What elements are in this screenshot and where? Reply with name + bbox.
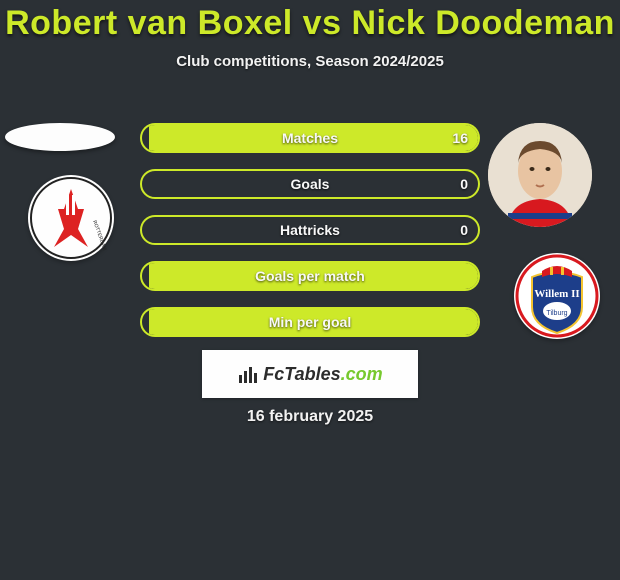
player-right-avatar [488, 123, 592, 227]
stat-label: Goals per match [142, 263, 478, 289]
stat-value-right: 0 [460, 217, 468, 243]
stat-bar: Goals0 [140, 169, 480, 199]
sparta-badge-icon: ROTTERDAM [28, 175, 114, 261]
stat-bar: Matches16 [140, 123, 480, 153]
player-right-club-badge: Willem II Tilburg [514, 253, 600, 339]
stat-bar: Goals per match [140, 261, 480, 291]
player-portrait-icon [488, 123, 592, 227]
date-label: 16 february 2025 [0, 408, 620, 426]
brand-name: FcTables.com [263, 364, 382, 385]
player-left-club-badge: ROTTERDAM [28, 175, 114, 261]
stat-bar: Hattricks0 [140, 215, 480, 245]
stat-bar: Min per goal [140, 307, 480, 337]
brand-tld: .com [341, 364, 383, 384]
player-left-avatar [5, 123, 115, 151]
stat-label: Hattricks [142, 217, 478, 243]
svg-text:Willem II: Willem II [534, 288, 579, 300]
page-title: Robert van Boxel vs Nick Doodeman [0, 0, 620, 43]
subtitle: Club competitions, Season 2024/2025 [0, 53, 620, 70]
svg-text:Tilburg: Tilburg [546, 310, 567, 317]
stat-label: Min per goal [142, 309, 478, 335]
stat-label: Matches [142, 125, 478, 151]
stat-value-right: 0 [460, 171, 468, 197]
willem-ii-badge-icon: Willem II Tilburg [514, 253, 600, 339]
brand-chart-icon [237, 363, 259, 385]
brand-box: FcTables.com [202, 350, 418, 398]
comparison-area: ROTTERDAM Willem I [0, 105, 620, 365]
stat-label: Goals [142, 171, 478, 197]
stats-bars: Matches16Goals0Hattricks0Goals per match… [140, 123, 480, 353]
stat-value-right: 16 [452, 125, 468, 151]
